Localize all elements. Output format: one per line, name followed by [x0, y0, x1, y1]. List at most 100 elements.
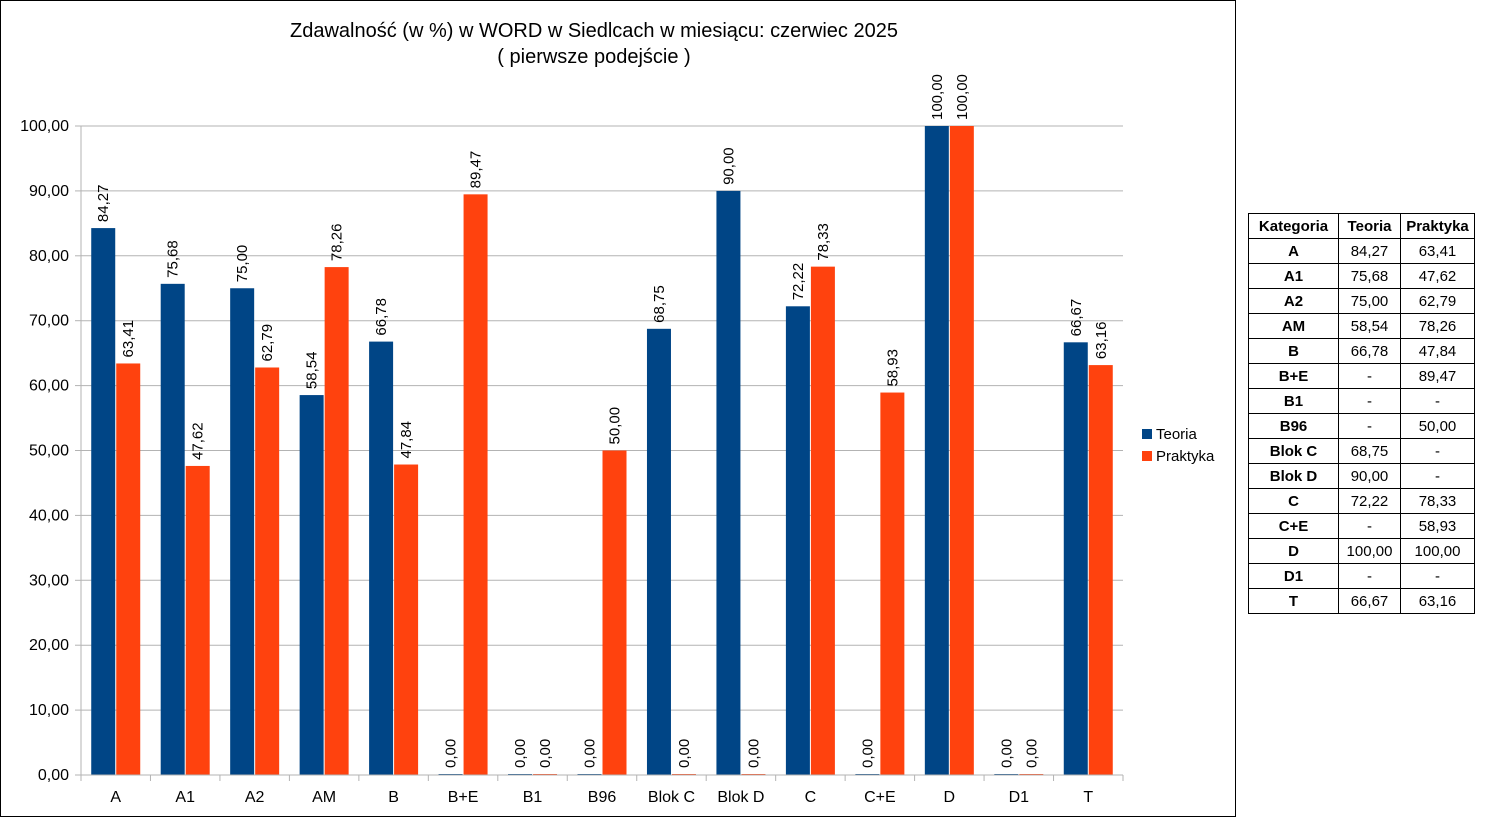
table-cell-praktyka: 78,26 [1400, 313, 1475, 339]
table-cell-praktyka: - [1400, 438, 1475, 464]
data-label: 0,00 [512, 739, 529, 768]
data-label: 0,00 [1023, 739, 1040, 768]
x-tick-label: A1 [175, 789, 195, 806]
y-tick-label: 30,00 [29, 572, 69, 589]
bar-teoria [299, 395, 324, 775]
y-tick-label: 80,00 [29, 248, 69, 265]
bar-praktyka [394, 464, 419, 775]
table-cell-praktyka: 78,33 [1400, 488, 1475, 514]
table-row: B 66,78 47,84 [1248, 338, 1475, 364]
table-cell-praktyka: 50,00 [1400, 413, 1475, 439]
table-row: A1 75,68 47,62 [1248, 263, 1475, 289]
table-cell-teoria: 75,00 [1338, 288, 1401, 314]
table-cell-teoria: - [1338, 563, 1401, 589]
table-row: Blok C 68,75- [1248, 438, 1475, 464]
data-label: 0,00 [676, 739, 693, 768]
data-label: 63,41 [120, 320, 137, 358]
x-tick-label: Blok C [648, 789, 695, 806]
data-label: 72,22 [790, 263, 807, 301]
y-tick-label: 100,00 [20, 118, 69, 135]
legend-swatch-praktyka [1142, 451, 1152, 461]
bar-praktyka [880, 392, 905, 775]
table-row: B96-50,00 [1248, 413, 1475, 439]
bar-teoria [1063, 342, 1088, 775]
data-labels: 84,27 63,41 75,68 47,62 75,00 62,79 58,54 78,26… [95, 74, 1110, 768]
legend-label-teoria: Teoria [1156, 426, 1198, 443]
table-cell-praktyka: 63,16 [1400, 588, 1475, 614]
table-cell-praktyka: 89,47 [1400, 363, 1475, 389]
table-cell-cat: B96 [1248, 413, 1339, 439]
table-row: A2 75,00 62,79 [1248, 288, 1475, 314]
table-cell-teoria: 84,27 [1338, 238, 1401, 264]
table-row: D1- - [1248, 563, 1475, 589]
y-tick-label: 20,00 [29, 637, 69, 654]
data-label: 47,62 [190, 422, 207, 460]
table-cell-cat: A2 [1248, 288, 1339, 314]
data-label: 47,84 [398, 421, 415, 459]
table-cell-teoria: - [1338, 513, 1401, 539]
x-tick-label: C [805, 789, 817, 806]
table-row: T 66,67 63,16 [1248, 588, 1475, 614]
bar-praktyka [1088, 365, 1113, 775]
x-tick-label: A [110, 789, 121, 806]
x-tick-label: Blok D [717, 789, 764, 806]
table-cell-cat: B [1248, 338, 1339, 364]
table-row: B+E -89,47 [1248, 363, 1475, 389]
bar-teoria [924, 126, 949, 775]
axes: 0,00 10,00 20,00 30,00 40,00 50,00 60,00 70,00 8… [20, 118, 1124, 806]
y-tick-label: 0,00 [38, 767, 69, 784]
table-cell-cat: A [1248, 238, 1339, 264]
table-cell-teoria: - [1338, 388, 1401, 414]
data-label: 0,00 [537, 739, 554, 768]
data-label: 75,00 [234, 245, 251, 283]
y-tick-label: 10,00 [29, 702, 69, 719]
x-tick-label: AM [312, 789, 336, 806]
table-row: D 100,00 100,00 [1248, 538, 1475, 564]
data-label: 62,79 [259, 324, 276, 362]
table-cell-cat: B+E [1248, 363, 1339, 389]
table-cell-teoria: 66,67 [1338, 588, 1401, 614]
table-cell-praktyka: - [1400, 563, 1475, 589]
data-label: 75,68 [165, 240, 182, 278]
x-tick-label: B [388, 789, 399, 806]
bar-chart: Zdawalność (w %) w WORD w Siedlcach w mi… [20, 20, 1215, 806]
table-cell-teoria: 72,22 [1338, 488, 1401, 514]
table-row: C 72,22 78,33 [1248, 488, 1475, 514]
grid-lines [81, 125, 1123, 776]
data-label: 100,00 [954, 74, 971, 120]
bar-praktyka [602, 450, 627, 775]
table-cell-praktyka: 47,84 [1400, 338, 1475, 364]
data-label: 66,78 [373, 298, 390, 336]
bar-teoria [716, 190, 741, 775]
y-tick-label: 90,00 [29, 183, 69, 200]
bar-teoria [91, 228, 116, 775]
data-label: 66,67 [1068, 299, 1085, 337]
table-cell-teoria: 100,00 [1338, 538, 1401, 564]
table-cell-teoria: 58,54 [1338, 313, 1401, 339]
table-cell-praktyka: 62,79 [1400, 288, 1475, 314]
data-label: 84,27 [95, 185, 112, 223]
table-row: A 84,27 63,41 [1248, 238, 1475, 264]
table-row: B1- - [1248, 388, 1475, 414]
chart-subtitle: ( pierwsze podejście ) [497, 46, 690, 68]
table-row: Blok D 90,00- [1248, 463, 1475, 489]
table-cell-teoria: 68,75 [1338, 438, 1401, 464]
bar-praktyka [185, 465, 210, 775]
bar-teoria [785, 306, 810, 775]
table-header-row: Kategoria Teoria Praktyka [1248, 213, 1475, 239]
data-label: 0,00 [582, 739, 599, 768]
bar-praktyka [949, 126, 974, 775]
table-cell-praktyka: 100,00 [1400, 538, 1475, 564]
x-tick-label: D1 [1009, 789, 1030, 806]
data-label: 0,00 [859, 739, 876, 768]
table-cell-teoria: 66,78 [1338, 338, 1401, 364]
bar-teoria [230, 288, 255, 775]
legend: Teoria Praktyka [1142, 426, 1215, 465]
header-kategoria: Kategoria [1248, 213, 1339, 239]
bar-praktyka [463, 194, 488, 775]
data-table: Kategoria Teoria Praktyka A 84,27 63,41 A1 7… [1248, 213, 1475, 614]
data-label: 63,16 [1093, 322, 1110, 360]
table-row: AM 58,54 78,26 [1248, 313, 1475, 339]
x-tick-label: B+E [448, 789, 479, 806]
table-cell-cat: C [1248, 488, 1339, 514]
